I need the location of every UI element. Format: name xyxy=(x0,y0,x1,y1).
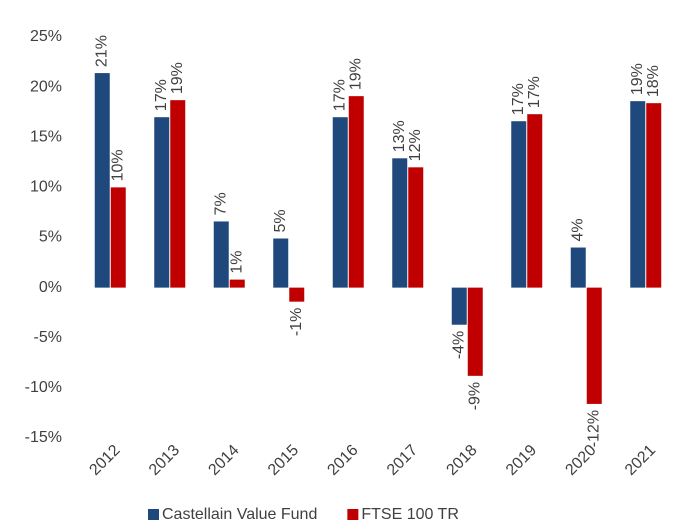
bar xyxy=(392,158,408,288)
y-tick-label: 0% xyxy=(39,279,62,296)
bar xyxy=(570,247,586,288)
y-tick-label: -5% xyxy=(34,329,62,346)
value-label: 13% xyxy=(391,120,408,152)
x-tick-label: 2016 xyxy=(324,442,361,479)
x-tick-label: 2015 xyxy=(265,442,302,479)
bar xyxy=(408,167,424,288)
legend-label: Castellain Value Fund xyxy=(162,506,317,523)
y-tick-label: -10% xyxy=(25,379,62,396)
value-label: 17% xyxy=(526,76,543,108)
x-tick-label: 2017 xyxy=(384,442,421,479)
bar xyxy=(229,279,245,288)
bar xyxy=(511,121,527,288)
x-tick-label: 2013 xyxy=(146,442,183,479)
value-label: 21% xyxy=(93,35,110,67)
bar xyxy=(348,96,364,288)
x-tick-label: 2019 xyxy=(503,442,540,479)
y-tick-label: 20% xyxy=(30,78,62,95)
y-tick-label: 5% xyxy=(39,229,62,246)
value-label: 1% xyxy=(228,250,245,273)
bar xyxy=(586,287,602,404)
bar xyxy=(332,117,348,288)
x-tick-label: 2012 xyxy=(86,442,123,479)
x-tick-label: 2014 xyxy=(205,442,242,479)
value-label: 7% xyxy=(212,192,229,215)
value-label: 19% xyxy=(169,62,186,94)
legend-swatch xyxy=(347,509,359,520)
bar xyxy=(154,117,170,288)
bar xyxy=(170,100,186,288)
bar xyxy=(110,187,126,288)
bar xyxy=(467,287,483,376)
value-label: 17% xyxy=(510,83,527,115)
value-label: 10% xyxy=(109,149,126,181)
y-tick-label: 10% xyxy=(30,179,62,196)
bar xyxy=(646,103,662,288)
bar xyxy=(94,73,110,288)
y-tick-label: 15% xyxy=(30,128,62,145)
value-label: -4% xyxy=(450,331,467,359)
bar xyxy=(451,287,467,325)
value-label: -1% xyxy=(288,308,305,336)
bar xyxy=(273,238,289,288)
value-label: 5% xyxy=(272,209,289,232)
legend-swatch xyxy=(148,509,159,520)
value-label: -9% xyxy=(466,382,483,410)
bar xyxy=(527,114,543,288)
x-tick-label: 2021 xyxy=(622,442,659,479)
value-label: 17% xyxy=(331,79,348,111)
value-label: 19% xyxy=(629,63,646,95)
bar xyxy=(630,101,646,288)
value-label: 19% xyxy=(347,58,364,90)
legend-label: FTSE 100 TR xyxy=(361,506,459,523)
y-tick-label: 25% xyxy=(30,28,62,45)
value-label: 12% xyxy=(407,129,424,161)
value-label: -12% xyxy=(585,410,602,447)
bar xyxy=(289,287,305,302)
y-tick-label: -15% xyxy=(25,429,62,446)
value-label: 17% xyxy=(153,79,170,111)
x-tick-label: 2018 xyxy=(443,442,480,479)
value-label: 18% xyxy=(645,65,662,97)
bar xyxy=(213,221,229,288)
value-label: 4% xyxy=(569,218,586,241)
